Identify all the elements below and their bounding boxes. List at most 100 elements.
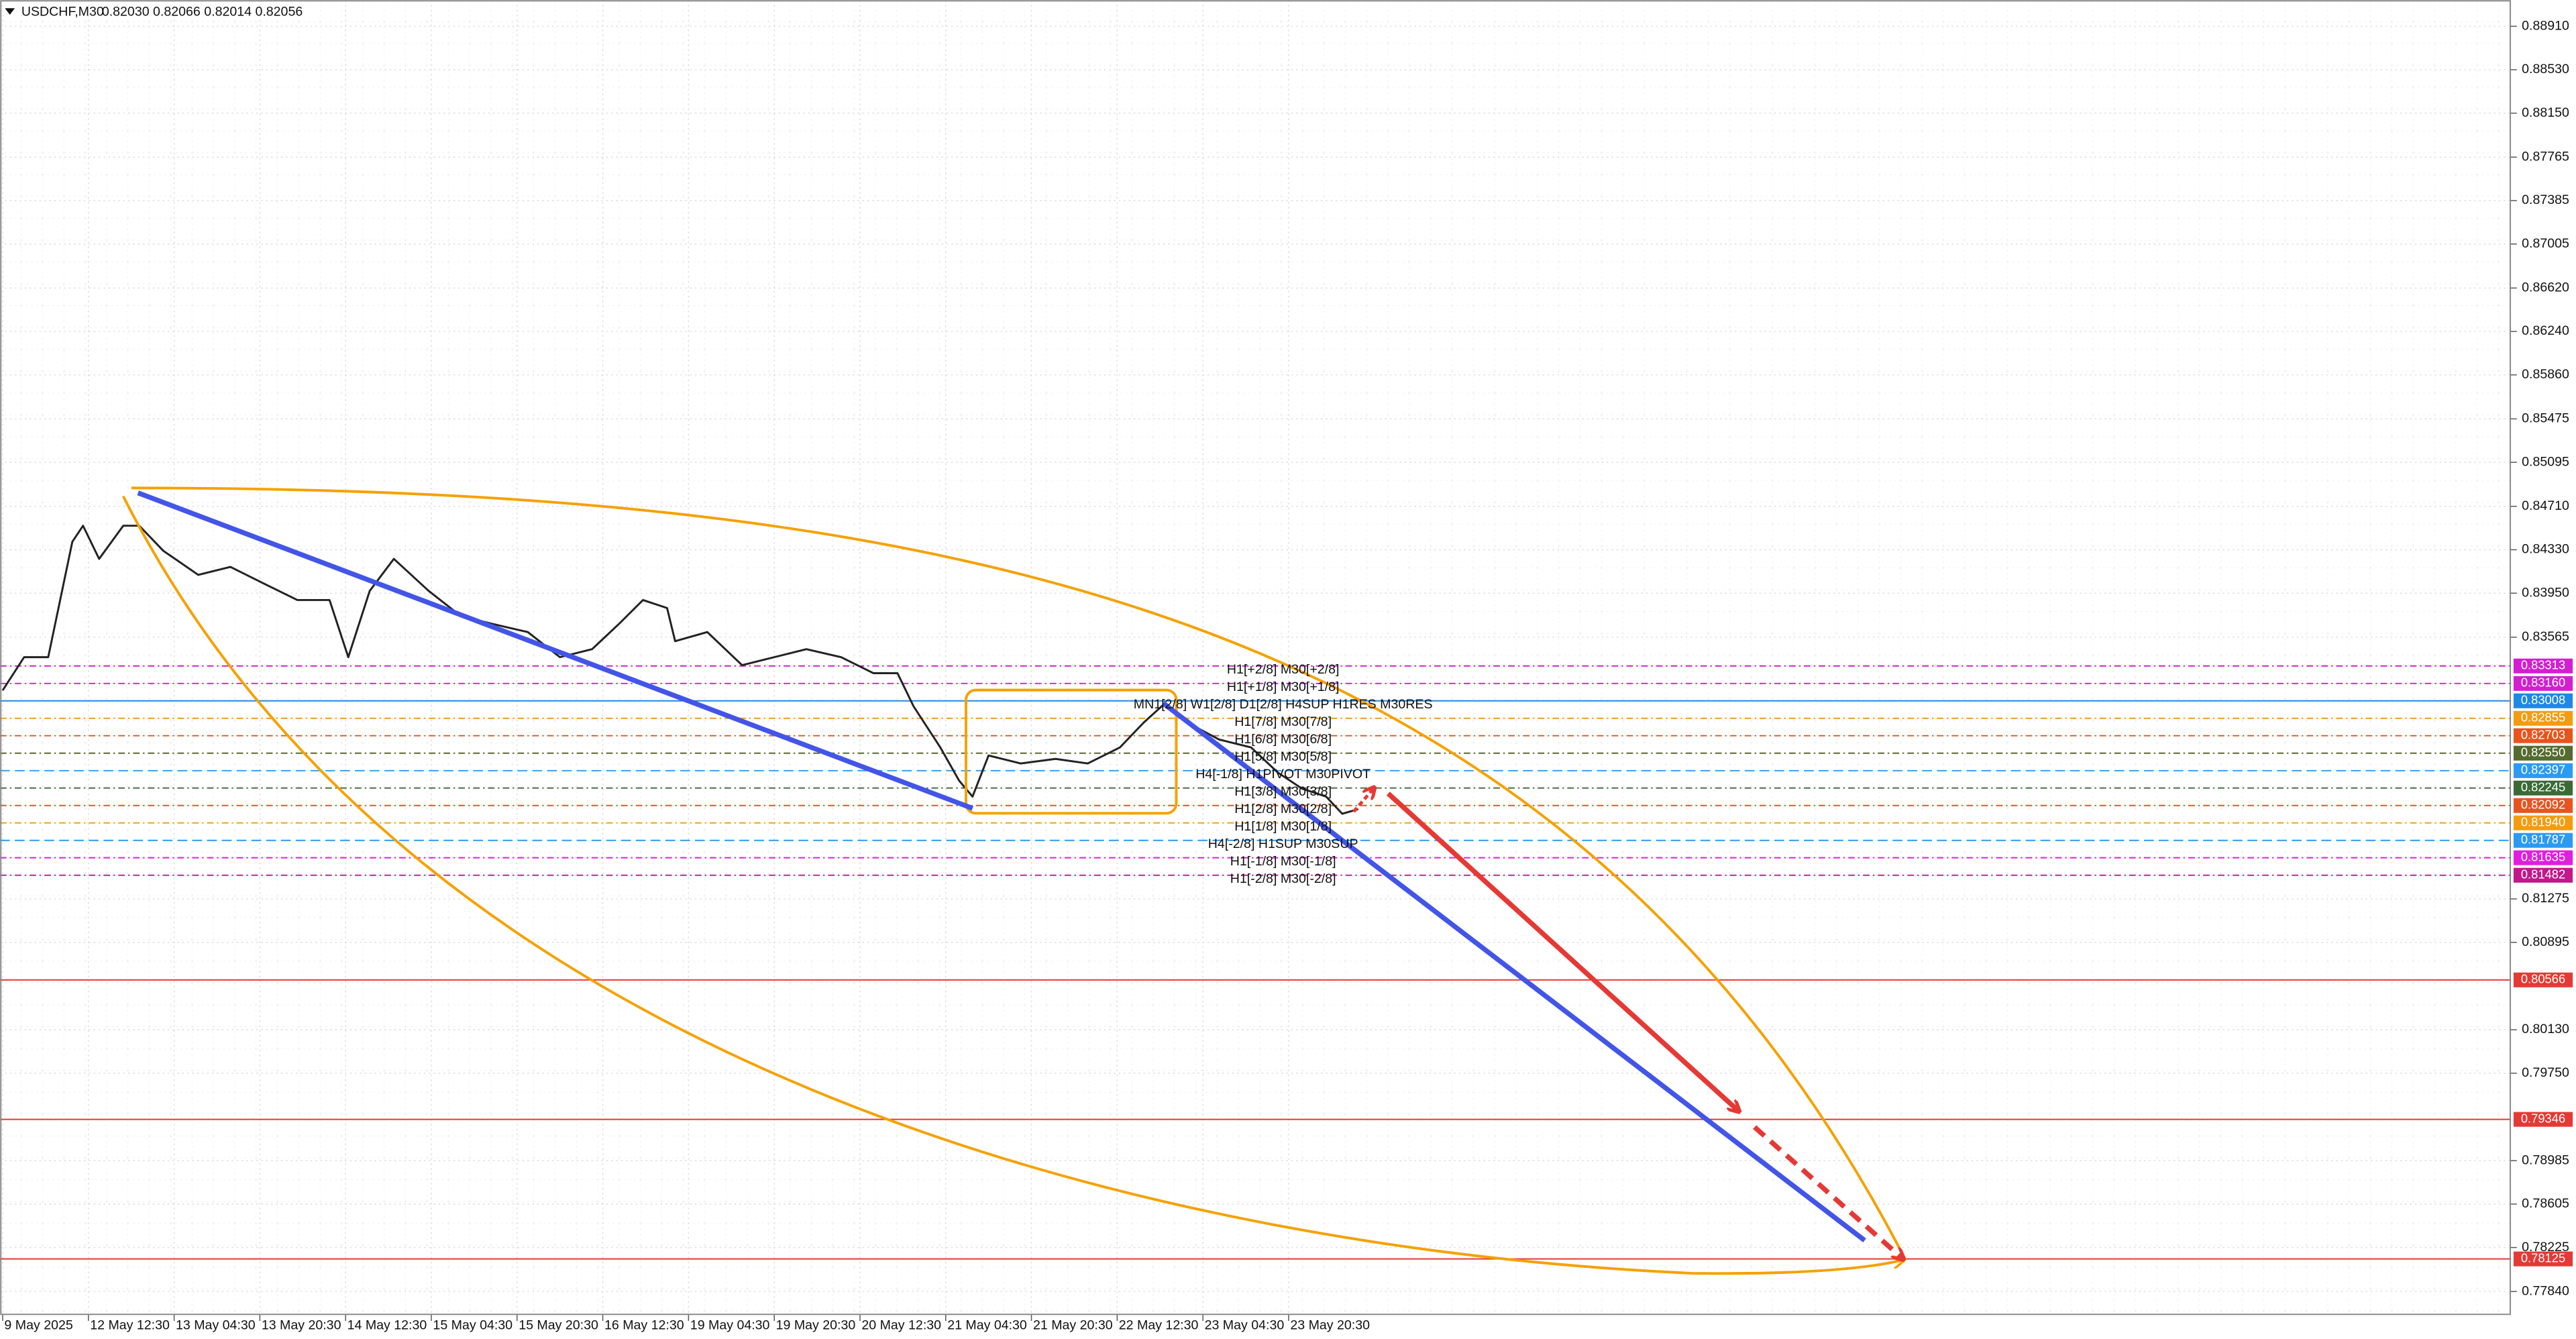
level-label: 0.81635 — [2521, 849, 2565, 863]
y-tick-label: 0.83565 — [2522, 629, 2569, 644]
x-tick-label: 21 May 04:30 — [947, 1318, 1027, 1333]
level-label: 0.83160 — [2521, 676, 2565, 690]
y-tick-label: 0.84710 — [2522, 498, 2569, 513]
x-tick-label: 12 May 12:30 — [90, 1318, 170, 1333]
level-label: 0.82855 — [2521, 710, 2565, 725]
forecast-arrow — [1753, 1125, 1902, 1258]
level-label-bg — [2513, 745, 2573, 761]
drawings — [121, 486, 1907, 1275]
level-label-bg — [2513, 1251, 2573, 1267]
x-tick-label: 23 May 04:30 — [1205, 1318, 1285, 1333]
level-label: 0.82245 — [2521, 780, 2565, 794]
x-tick-label: 19 May 20:30 — [776, 1318, 856, 1333]
level-annotation: MN1[2/8] W1[2/8] D1[2/8] H4SUP H1RES M30… — [1134, 697, 1433, 712]
level-label-bg — [2513, 1112, 2573, 1127]
level-annotation: H1[-2/8] M30[-2/8] — [1230, 871, 1336, 886]
level-label: 0.82397 — [2521, 763, 2565, 777]
y-tick-label: 0.87005 — [2522, 236, 2569, 251]
x-tick-label: 19 May 04:30 — [690, 1318, 770, 1333]
level-label: 0.79346 — [2521, 1111, 2565, 1125]
level-label-bg — [2513, 763, 2573, 778]
level-label-bg — [2513, 780, 2573, 796]
x-tick-label: 23 May 20:30 — [1290, 1318, 1370, 1333]
x-tick-label: 9 May 2025 — [4, 1318, 72, 1333]
y-tick-label: 0.85860 — [2522, 367, 2569, 382]
plot-frame — [0, 0, 2512, 1316]
y-tick-label: 0.78225 — [2522, 1240, 2569, 1254]
level-label: 0.82703 — [2521, 728, 2565, 742]
level-label: 0.81940 — [2521, 815, 2565, 829]
x-tick-label: 15 May 20:30 — [519, 1318, 598, 1333]
level-label-bg — [2513, 798, 2573, 813]
level-label: 0.78125 — [2521, 1250, 2565, 1265]
level-annotation: H1[-1/8] M30[-1/8] — [1230, 854, 1336, 869]
level-label-bg — [2513, 815, 2573, 831]
level-annotation: H1[+1/8] M30[+1/8] — [1227, 680, 1340, 694]
level-annotation: H1[5/8] M30[5/8] — [1234, 749, 1332, 764]
arc-upper — [131, 486, 1907, 1261]
level-annotation: H1[+2/8] M30[+2/8] — [1227, 662, 1340, 677]
y-tick-label: 0.80895 — [2522, 934, 2569, 949]
level-annotation: H4[-1/8] H1PIVOT M30PIVOT — [1195, 767, 1371, 782]
trend-line — [137, 490, 974, 811]
forecast-arrow — [1352, 789, 1373, 813]
range-box — [965, 688, 1178, 815]
level-label-bg — [2513, 833, 2573, 848]
levels-layer — [0, 665, 2511, 1260]
level-label: 0.81482 — [2521, 867, 2565, 881]
price-layer — [1, 525, 1359, 815]
level-label: 0.81787 — [2521, 833, 2565, 847]
minor-grid — [0, 0, 2511, 1315]
x-tick-label: 22 May 12:30 — [1119, 1318, 1199, 1333]
y-tick-label: 0.86620 — [2522, 280, 2569, 295]
y-tick-label: 0.77840 — [2522, 1283, 2569, 1298]
y-tick-label: 0.83950 — [2522, 585, 2569, 600]
y-tick-label: 0.78985 — [2522, 1153, 2569, 1167]
level-label: 0.80566 — [2521, 972, 2565, 986]
y-tick-label: 0.88910 — [2522, 18, 2569, 33]
ohlc-info: 0.82030 0.82066 0.82014 0.82056 — [102, 5, 303, 19]
level-annotation: H1[6/8] M30[6/8] — [1234, 732, 1332, 747]
level-label-bg — [2513, 728, 2573, 743]
level-label: 0.83313 — [2521, 658, 2565, 672]
y-tick-label: 0.87765 — [2522, 149, 2569, 164]
y-tick-label: 0.87385 — [2522, 193, 2569, 207]
level-annotation: H1[2/8] M30[2/8] — [1234, 802, 1332, 816]
chart-title: USDCHF,M30 — [21, 5, 104, 19]
y-tick-label: 0.88150 — [2522, 105, 2569, 120]
y-tick-label: 0.78605 — [2522, 1196, 2569, 1211]
forecast-arrow — [1386, 792, 1738, 1111]
level-label: 0.83008 — [2521, 693, 2565, 707]
y-tick-label: 0.85475 — [2522, 411, 2569, 426]
x-tick-label: 13 May 04:30 — [176, 1318, 256, 1333]
arc-lower — [121, 495, 1902, 1275]
level-label: 0.82550 — [2521, 745, 2565, 759]
level-label-bg — [2513, 676, 2573, 691]
price-line — [1, 525, 1359, 815]
y-tick-label: 0.88530 — [2522, 62, 2569, 76]
x-tick-label: 13 May 20:30 — [262, 1318, 341, 1333]
x-tick-label: 16 May 12:30 — [604, 1318, 684, 1333]
labels-layer: 0.88910 0.88530 0.88150 0.87765 0.87385 0.870… — [2, 18, 2573, 1333]
y-tick-label: 0.85095 — [2522, 454, 2569, 469]
level-label-bg — [2513, 658, 2573, 674]
level-label-bg — [2513, 850, 2573, 865]
menu-icon[interactable] — [5, 8, 15, 15]
level-annotation: H4[-2/8] H1SUP M30SUP — [1208, 837, 1358, 851]
y-tick-label: 0.84330 — [2522, 542, 2569, 557]
x-tick-label: 15 May 04:30 — [433, 1318, 513, 1333]
y-tick-label: 0.79750 — [2522, 1065, 2569, 1080]
level-label-bg — [2513, 972, 2573, 987]
level-label-bg — [2513, 710, 2573, 726]
trend-line — [1161, 701, 1866, 1242]
y-tick-label: 0.86240 — [2522, 323, 2569, 338]
level-annotation: H1[7/8] M30[7/8] — [1234, 714, 1332, 729]
x-tick-label: 14 May 12:30 — [347, 1318, 427, 1333]
level-label: 0.82092 — [2521, 798, 2565, 812]
level-label-bg — [2513, 867, 2573, 883]
x-tick-label: 20 May 12:30 — [861, 1318, 941, 1333]
x-tick-label: 21 May 20:30 — [1033, 1318, 1113, 1333]
level-annotation: H1[3/8] M30[3/8] — [1234, 784, 1332, 799]
level-label-bg — [2513, 693, 2573, 708]
